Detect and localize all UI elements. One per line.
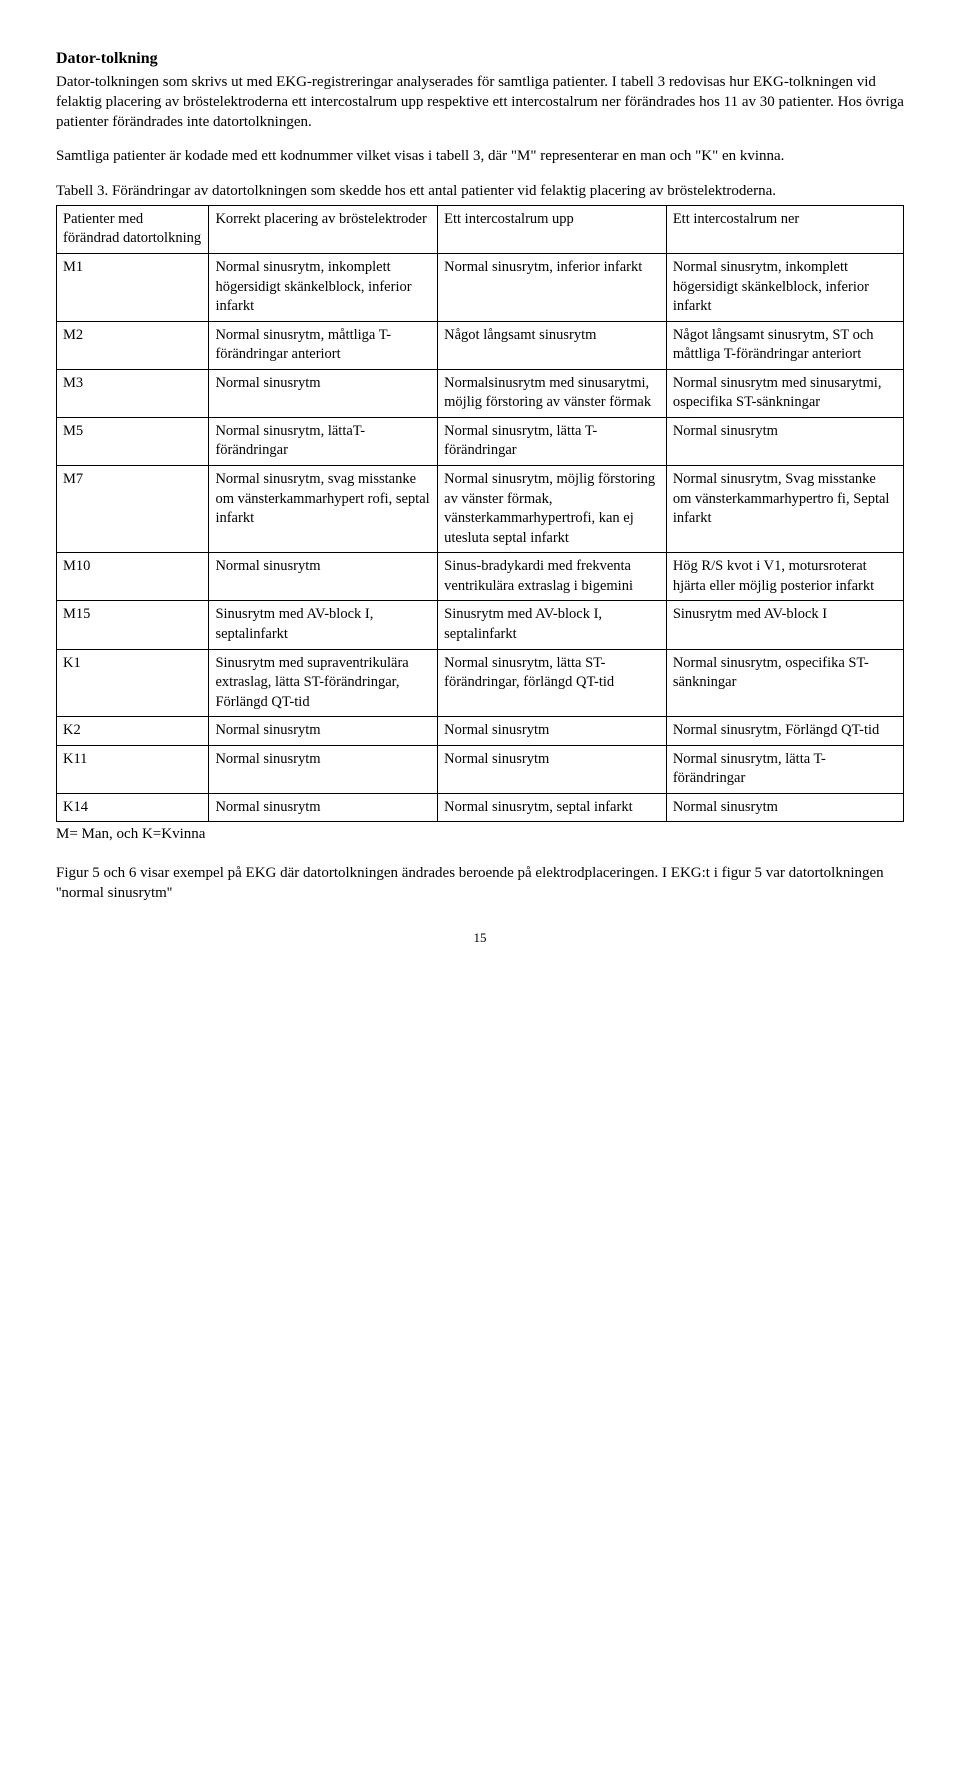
table-cell: Normal sinusrytm, lätta T-förändringar [666,745,903,793]
col-header-up: Ett intercostalrum upp [438,205,667,253]
table-cell: Normal sinusrytm [209,745,438,793]
table-cell: M3 [57,369,209,417]
table-header-row: Patienter med förändrad datortolkning Ko… [57,205,904,253]
table-row: K14Normal sinusrytmNormal sinusrytm, sep… [57,793,904,822]
table-cell: Normal sinusrytm [666,793,903,822]
table-cell: Hög R/S kvot i V1, motursroterat hjärta … [666,553,903,601]
table-cell: Normal sinusrytm, Förlängd QT-tid [666,717,903,746]
table-cell: Normal sinusrytm [209,717,438,746]
table-cell: K14 [57,793,209,822]
table-row: M3Normal sinusrytmNormalsinusrytm med si… [57,369,904,417]
table-cell: M15 [57,601,209,649]
table-cell: Något långsamt sinusrytm [438,321,667,369]
table-cell: Normalsinusrytm med sinusarytmi, möjlig … [438,369,667,417]
table-row: K1Sinusrytm med supraventrikulära extras… [57,649,904,717]
table-cell: M7 [57,466,209,553]
table-cell: K2 [57,717,209,746]
table-cell: Något långsamt sinusrytm, ST och måttlig… [666,321,903,369]
table-cell: Sinusrytm med AV-block I [666,601,903,649]
table-cell: Normal sinusrytm, möjlig förstoring av v… [438,466,667,553]
table-cell: Normal sinusrytm [438,745,667,793]
table-cell: Normal sinusrytm, lätta T-förändringar [438,417,667,465]
table-cell: Normal sinusrytm, lätta ST-förändringar,… [438,649,667,717]
table-cell: Sinusrytm med AV-block I, septalinfarkt [438,601,667,649]
table-legend: M= Man, och K=Kvinna [56,824,904,844]
table-caption: Tabell 3. Förändringar av datortolkninge… [56,181,904,201]
intro-paragraph-2: Samtliga patienter är kodade med ett kod… [56,146,904,166]
table-cell: Normal sinusrytm, septal infarkt [438,793,667,822]
table-row: K11Normal sinusrytmNormal sinusrytmNorma… [57,745,904,793]
table-cell: M10 [57,553,209,601]
closing-paragraph: Figur 5 och 6 visar exempel på EKG där d… [56,863,904,904]
table-cell: K1 [57,649,209,717]
table-cell: Normal sinusrytm, lättaT-förändringar [209,417,438,465]
table-cell: Normal sinusrytm [209,553,438,601]
col-header-correct: Korrekt placering av bröstelektroder [209,205,438,253]
col-header-patients: Patienter med förändrad datortolkning [57,205,209,253]
table-row: K2Normal sinusrytmNormal sinusrytmNormal… [57,717,904,746]
table-cell: Sinusrytm med supraventrikulära extrasla… [209,649,438,717]
table-row: M15Sinusrytm med AV-block I, septalinfar… [57,601,904,649]
col-header-down: Ett intercostalrum ner [666,205,903,253]
section-heading: Dator-tolkning [56,48,904,70]
table-cell: Normal sinusrytm, måttliga T-förändringa… [209,321,438,369]
table-cell: Normal sinusrytm, inkomplett högersidigt… [209,253,438,321]
table-cell: M2 [57,321,209,369]
table-cell: Normal sinusrytm [438,717,667,746]
table-cell: Sinusrytm med AV-block I, septalinfarkt [209,601,438,649]
table-cell: Normal sinusrytm, svag misstanke om väns… [209,466,438,553]
table-cell: Normal sinusrytm [209,793,438,822]
table-row: M10Normal sinusrytmSinus-bradykardi med … [57,553,904,601]
table-cell: M1 [57,253,209,321]
table-cell: Normal sinusrytm, inkomplett högersidigt… [666,253,903,321]
table-body: M1Normal sinusrytm, inkomplett högersidi… [57,253,904,822]
table-cell: Normal sinusrytm, inferior infarkt [438,253,667,321]
table-cell: Normal sinusrytm, Svag misstanke om väns… [666,466,903,553]
table-row: M2Normal sinusrytm, måttliga T-förändrin… [57,321,904,369]
table-3: Patienter med förändrad datortolkning Ko… [56,205,904,823]
table-cell: Normal sinusrytm [209,369,438,417]
table-cell: Normal sinusrytm med sinusarytmi, ospeci… [666,369,903,417]
table-row: M7Normal sinusrytm, svag misstanke om vä… [57,466,904,553]
intro-paragraph-1: Dator-tolkningen som skrivs ut med EKG-r… [56,72,904,133]
table-cell: Sinus-bradykardi med frekventa ventrikul… [438,553,667,601]
table-cell: M5 [57,417,209,465]
table-row: M5Normal sinusrytm, lättaT-förändringarN… [57,417,904,465]
table-cell: Normal sinusrytm, ospecifika ST-sänkning… [666,649,903,717]
page-number: 15 [56,929,904,947]
table-cell: Normal sinusrytm [666,417,903,465]
table-row: M1Normal sinusrytm, inkomplett högersidi… [57,253,904,321]
table-cell: K11 [57,745,209,793]
